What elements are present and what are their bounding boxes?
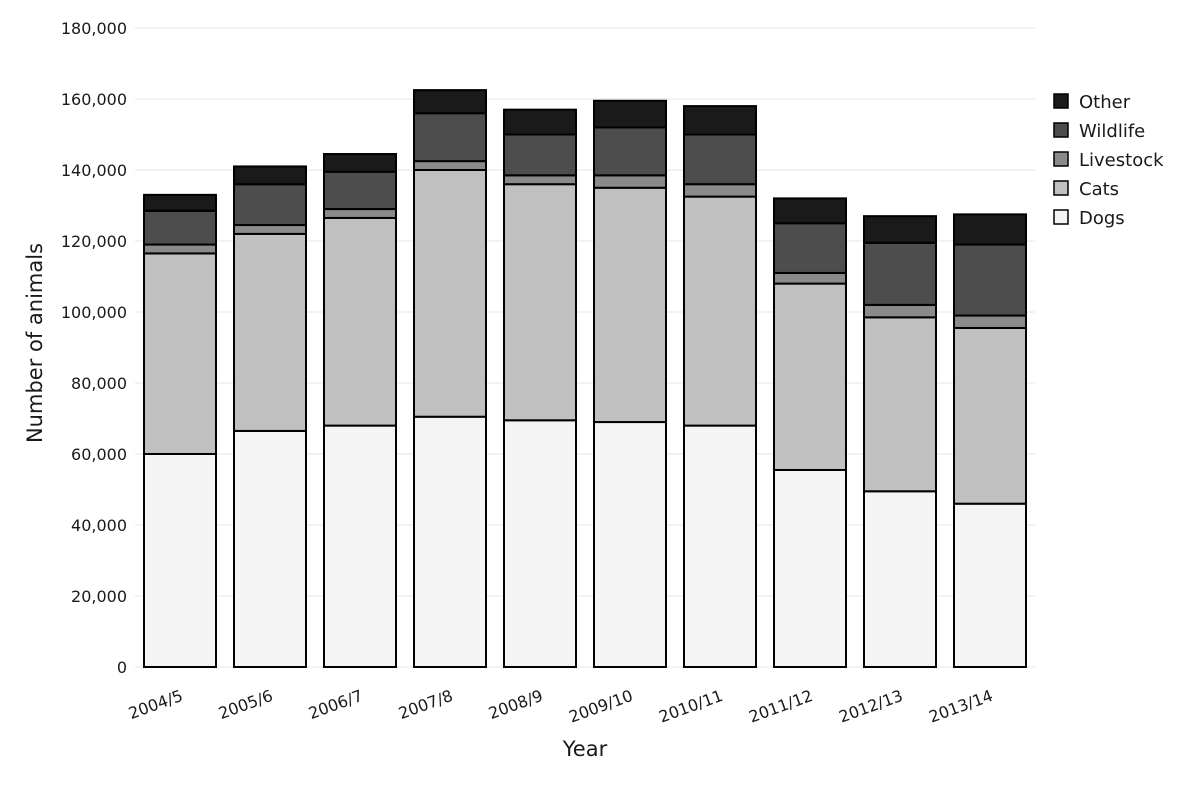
bar-segment-other	[863, 215, 937, 244]
y-tick-label: 40,000	[71, 516, 127, 535]
bar-segment-wildlife	[323, 170, 397, 211]
bar-segment-wildlife	[863, 241, 937, 306]
bar-segment-other	[233, 165, 307, 186]
bar-segment-other	[593, 99, 667, 129]
bar-segment-other	[953, 213, 1027, 246]
bar-segment-other	[503, 108, 577, 136]
bar-segment-wildlife	[953, 243, 1027, 317]
bar-segment-livestock	[863, 303, 937, 319]
bar-segment-cats	[863, 316, 937, 493]
y-tick-label: 160,000	[61, 90, 127, 109]
legend-label-other: Other	[1079, 92, 1131, 113]
x-tick-label: 2013/14	[926, 686, 995, 727]
bar-segment-dogs	[413, 415, 487, 668]
bar-segment-dogs	[503, 419, 577, 668]
x-tick-label: 2005/6	[216, 686, 275, 723]
x-axis-title: Year	[562, 737, 608, 761]
legend-label-dogs: Dogs	[1079, 208, 1125, 229]
legend-label-livestock: Livestock	[1079, 150, 1164, 171]
y-tick-label: 0	[117, 658, 127, 677]
y-tick-label: 100,000	[61, 303, 127, 322]
bar-segment-cats	[233, 232, 307, 432]
y-tick-label: 20,000	[71, 587, 127, 606]
bar-segment-cats	[683, 195, 757, 427]
bar-segment-livestock	[323, 208, 397, 219]
x-tick-label: 2004/5	[126, 686, 185, 723]
y-axis-title: Number of animals	[23, 243, 47, 443]
y-tick-label: 80,000	[71, 374, 127, 393]
bar-segment-livestock	[683, 183, 757, 198]
bar-segment-livestock	[143, 243, 217, 255]
x-tick-label: 2011/12	[746, 686, 815, 727]
bar-segment-dogs	[593, 421, 667, 668]
bar-segment-dogs	[233, 429, 307, 668]
legend-label-wildlife: Wildlife	[1079, 121, 1145, 142]
y-tick-label: 60,000	[71, 445, 127, 464]
y-tick-label: 180,000	[61, 19, 127, 38]
x-tick-label: 2010/11	[656, 686, 725, 727]
bars	[143, 89, 1027, 669]
bar-segment-dogs	[953, 502, 1027, 669]
bar-segment-cats	[413, 169, 487, 418]
bar-segment-livestock	[773, 271, 847, 285]
bar-segment-dogs	[773, 468, 847, 668]
x-tick-label: 2012/13	[836, 686, 905, 727]
bar-segment-wildlife	[143, 209, 217, 246]
x-tick-label: 2008/9	[486, 686, 545, 723]
bar-segment-dogs	[863, 490, 937, 668]
legend: Other Wildlife Livestock Cats Dogs	[1053, 92, 1164, 229]
x-tick-label: 2009/10	[566, 686, 635, 727]
bar-segment-other	[683, 105, 757, 136]
legend-swatch-livestock	[1053, 151, 1069, 167]
bar-segment-dogs	[683, 424, 757, 668]
bar-segment-cats	[593, 186, 667, 424]
x-tick-label: 2006/7	[306, 686, 365, 723]
bar-segment-other	[773, 197, 847, 225]
bar-segment-livestock	[233, 224, 307, 235]
bar-segment-wildlife	[413, 112, 487, 163]
bar-segment-wildlife	[683, 133, 757, 186]
legend-swatch-dogs	[1053, 209, 1069, 225]
bar-segment-wildlife	[593, 126, 667, 177]
y-axis: 0 20,000 40,000 60,000 80,000 100,000 120,000 1…	[61, 19, 127, 677]
legend-swatch-other	[1053, 93, 1069, 109]
bar-segment-wildlife	[773, 222, 847, 274]
bar-segment-dogs	[323, 424, 397, 668]
legend-swatch-wildlife	[1053, 122, 1069, 138]
legend-label-cats: Cats	[1079, 179, 1119, 200]
bar-segment-livestock	[413, 160, 487, 171]
bar-segment-cats	[323, 216, 397, 427]
bar-segment-other	[413, 89, 487, 115]
bar-segment-cats	[143, 252, 217, 455]
y-tick-label: 120,000	[61, 232, 127, 251]
bar-segment-other	[323, 153, 397, 173]
bar-segment-livestock	[953, 314, 1027, 329]
bar-segment-other	[143, 193, 217, 212]
bar-segment-livestock	[593, 174, 667, 189]
bar-segment-wildlife	[503, 133, 577, 177]
x-tick-label: 2007/8	[396, 686, 455, 723]
y-tick-label: 140,000	[61, 161, 127, 180]
bar-segment-livestock	[503, 174, 577, 186]
x-axis: 2004/5 2005/6 2006/7 2007/8 2008/9 2009/10 201…	[126, 686, 995, 727]
bar-segment-cats	[953, 326, 1027, 505]
bar-segment-cats	[503, 183, 577, 422]
bar-segment-cats	[773, 282, 847, 471]
bar-segment-wildlife	[233, 183, 307, 227]
bar-segment-dogs	[143, 453, 217, 668]
legend-swatch-cats	[1053, 180, 1069, 196]
